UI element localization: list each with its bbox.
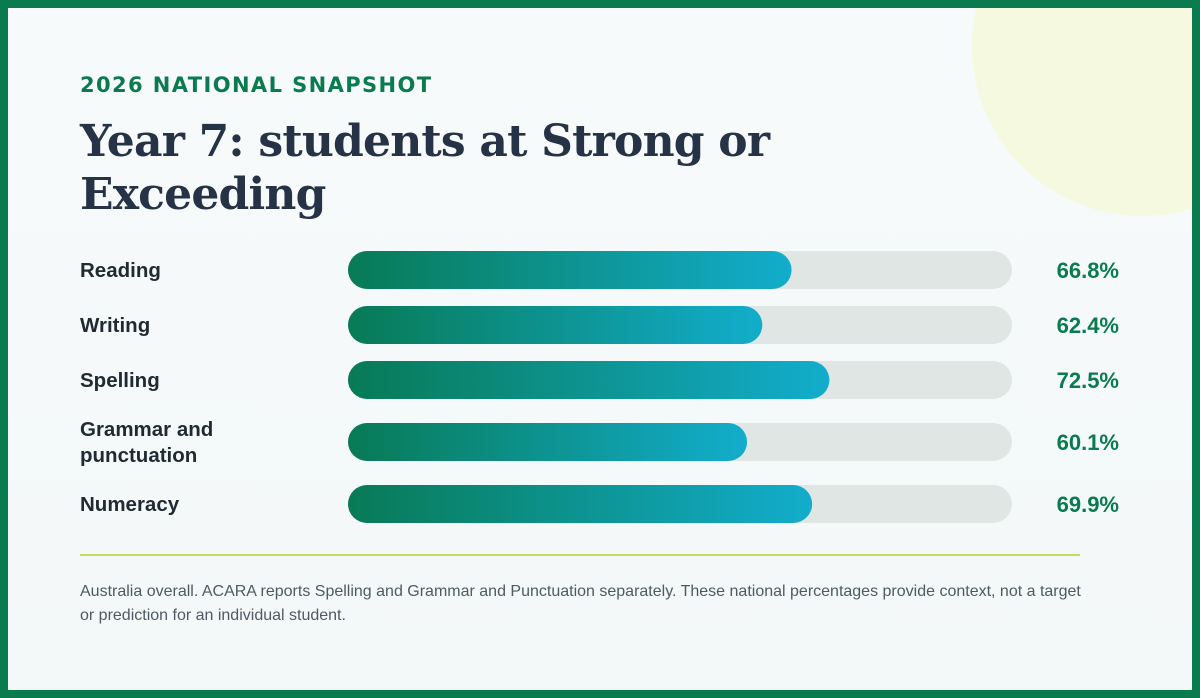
bar-chart: Reading 66.8% Writing 62.4% Spelling 72.5% Gra… <box>80 251 1119 523</box>
category-label: Reading <box>80 259 161 282</box>
value-label: 72.5% <box>1057 368 1119 393</box>
eyebrow-label: 2026 NATIONAL SNAPSHOT <box>80 73 433 97</box>
value-label: 60.1% <box>1057 430 1119 455</box>
bar-row: Writing 62.4% <box>80 306 1119 344</box>
category-label: Numeracy <box>80 493 180 516</box>
category-label: Writing <box>80 314 150 337</box>
bar-fill <box>348 361 830 399</box>
chart-title: Year 7: students at Strong or Exceeding <box>80 116 770 220</box>
category-label: Spelling <box>80 369 160 392</box>
value-label: 66.8% <box>1057 258 1119 283</box>
footnote: Australia overall. ACARA reports Spellin… <box>80 583 1081 624</box>
chart-rows: Reading 66.8% Writing 62.4% Spelling 72.5% Gra… <box>80 251 1119 523</box>
divider <box>80 554 1080 556</box>
bar-fill <box>348 485 813 523</box>
category-label: Grammar and punctuation <box>80 418 213 467</box>
bar-fill <box>348 306 763 344</box>
bar-row: Numeracy 69.9% <box>80 485 1119 523</box>
bar-fill <box>348 251 792 289</box>
value-label: 62.4% <box>1057 313 1119 338</box>
bar-fill <box>348 423 748 461</box>
value-label: 69.9% <box>1057 492 1119 517</box>
bar-row: Reading 66.8% <box>80 251 1119 289</box>
bar-row: Grammar and punctuation 60.1% <box>80 418 1119 467</box>
bar-row: Spelling 72.5% <box>80 361 1119 399</box>
